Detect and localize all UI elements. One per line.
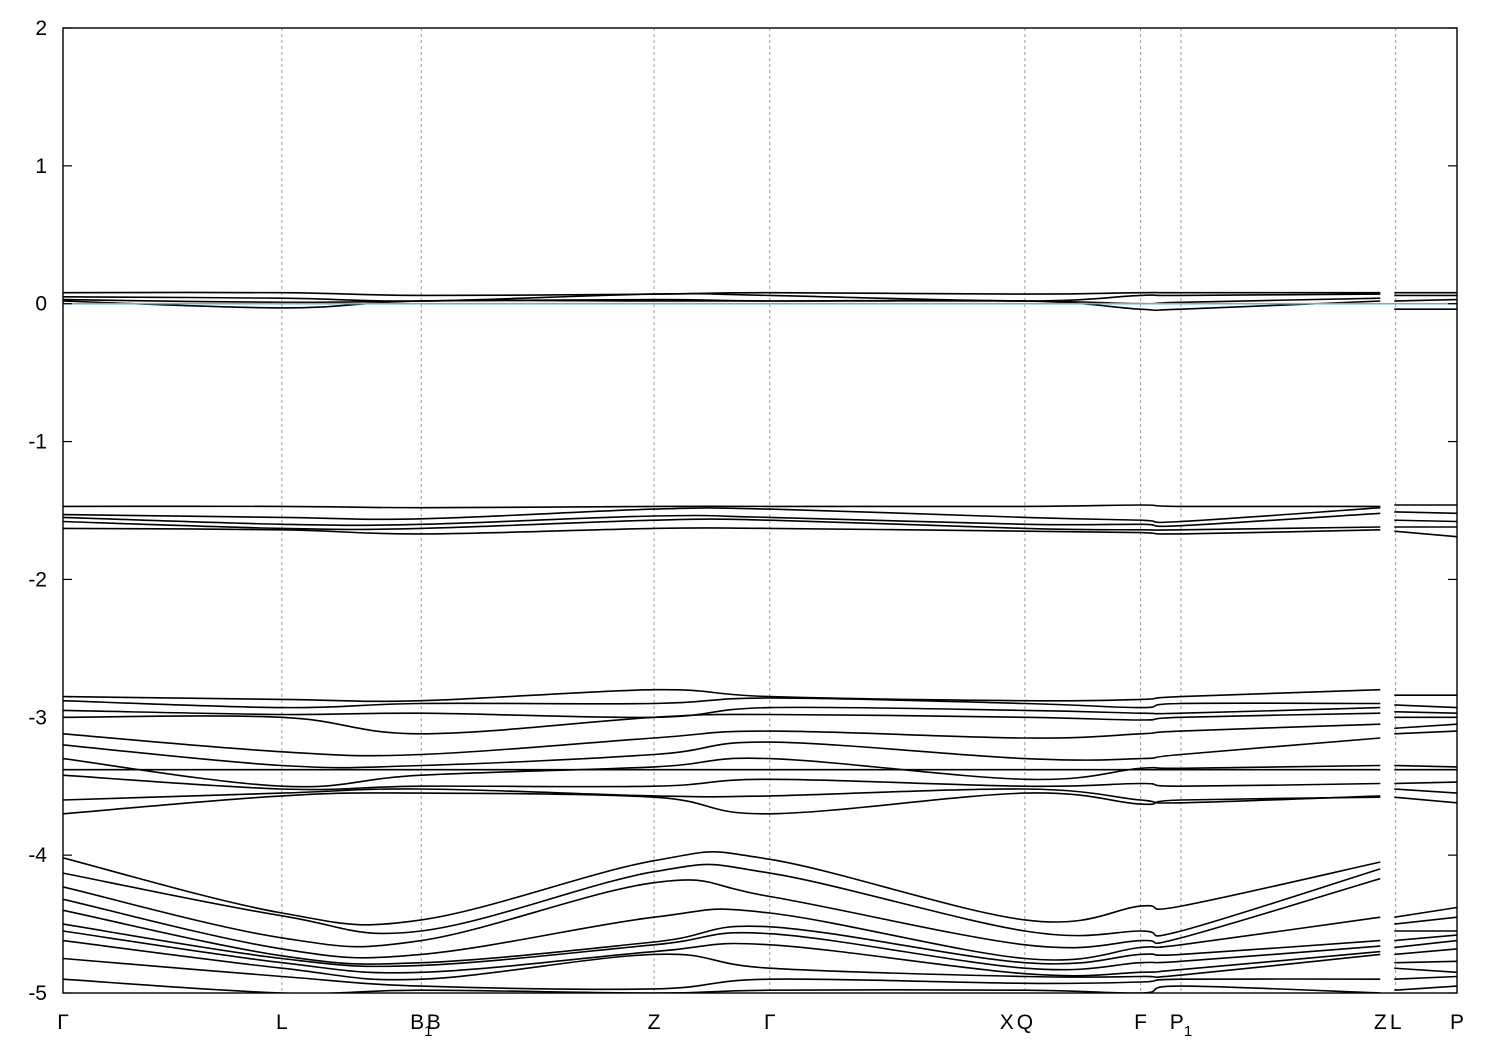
kpoint-label: Z: [648, 1011, 661, 1034]
band-1: [63, 292, 1381, 302]
band-12: [63, 712, 1381, 735]
y-tick-label: 1: [35, 155, 47, 178]
plot-frame: [62, 27, 1458, 994]
band-11: [63, 706, 1381, 719]
kpoint-label: B: [427, 1011, 441, 1034]
band-tail-5: [1394, 511, 1457, 515]
band-13: [63, 723, 1381, 757]
band-tail-15: [1394, 764, 1457, 768]
kpoint-label: L: [1390, 1011, 1402, 1034]
band-22: [63, 877, 1381, 949]
kpoint-label: P: [1450, 1011, 1464, 1034]
kpoint-label: Q: [1017, 1011, 1033, 1034]
band-tail-20: [1394, 906, 1457, 918]
band-6: [63, 512, 1381, 528]
band-5: [63, 506, 1381, 524]
band-17: [63, 774, 1381, 791]
band-tail-24: [1394, 939, 1457, 949]
band-tail-29: [1394, 985, 1457, 991]
y-tick-label: -2: [28, 568, 47, 591]
band-27: [63, 939, 1381, 981]
band-tail-18: [1394, 788, 1457, 794]
y-tick-label: -5: [28, 982, 47, 1005]
kpoint-gridlines: [281, 28, 1397, 993]
kpoint-label: Z: [1374, 1011, 1387, 1034]
band-0: [63, 291, 1381, 297]
band-tail-21: [1394, 916, 1457, 925]
y-tick-label: 2: [35, 17, 47, 40]
band-28: [63, 957, 1381, 991]
band-21: [63, 863, 1381, 937]
band-26: [63, 930, 1381, 977]
band-tail-26: [1394, 960, 1457, 964]
kpoint-label: P1: [1170, 1011, 1192, 1040]
band-8: [63, 527, 1381, 535]
band-tail-10: [1394, 704, 1457, 709]
band-23: [63, 898, 1381, 961]
band-3: [63, 299, 1381, 312]
band-19: [63, 792, 1381, 815]
band-tail-28: [1394, 975, 1457, 980]
band-14: [63, 737, 1381, 769]
band-tail-25: [1394, 948, 1457, 956]
band-tail-2: [1394, 298, 1457, 302]
y-tick-label: -1: [28, 431, 47, 454]
y-tick-label: -3: [28, 706, 47, 729]
x-axis: Γ L B1B Z Γ X Q F P1 Z L P: [57, 1011, 1464, 1040]
band-tail-6: [1394, 519, 1457, 523]
band-tail-13: [1394, 723, 1457, 730]
kpoint-label: B1: [410, 1011, 432, 1040]
band-tail-8: [1394, 530, 1457, 538]
band-tail-17: [1394, 781, 1457, 785]
band-15: [63, 757, 1381, 788]
kpoint-label: Γ: [764, 1011, 776, 1034]
band-tail-19: [1394, 796, 1457, 804]
band-tail-14: [1394, 730, 1457, 735]
y-tick-label: -4: [28, 844, 47, 867]
band-lines: [63, 291, 1457, 993]
band-20: [63, 851, 1381, 926]
band-tail-23: [1394, 934, 1457, 942]
band-18: [63, 788, 1381, 804]
band-tail-11: [1394, 711, 1457, 714]
kpoint-label: F: [1134, 1011, 1147, 1034]
band-9: [63, 688, 1381, 703]
kpoint-label: L: [276, 1011, 288, 1034]
band-10: [63, 697, 1381, 709]
band-4: [63, 504, 1381, 509]
kpoint-label: Γ: [57, 1011, 69, 1034]
band-25: [63, 923, 1381, 971]
band-tail-27: [1394, 967, 1457, 974]
kpoint-label: X: [1000, 1011, 1014, 1034]
y-tick-label: 0: [35, 293, 47, 316]
y-axis: 2 1 0 -1 -2 -3 -4 -5: [28, 17, 1457, 1005]
band-24: [63, 909, 1381, 965]
band-29: [63, 978, 1381, 993]
band-7: [63, 518, 1381, 531]
